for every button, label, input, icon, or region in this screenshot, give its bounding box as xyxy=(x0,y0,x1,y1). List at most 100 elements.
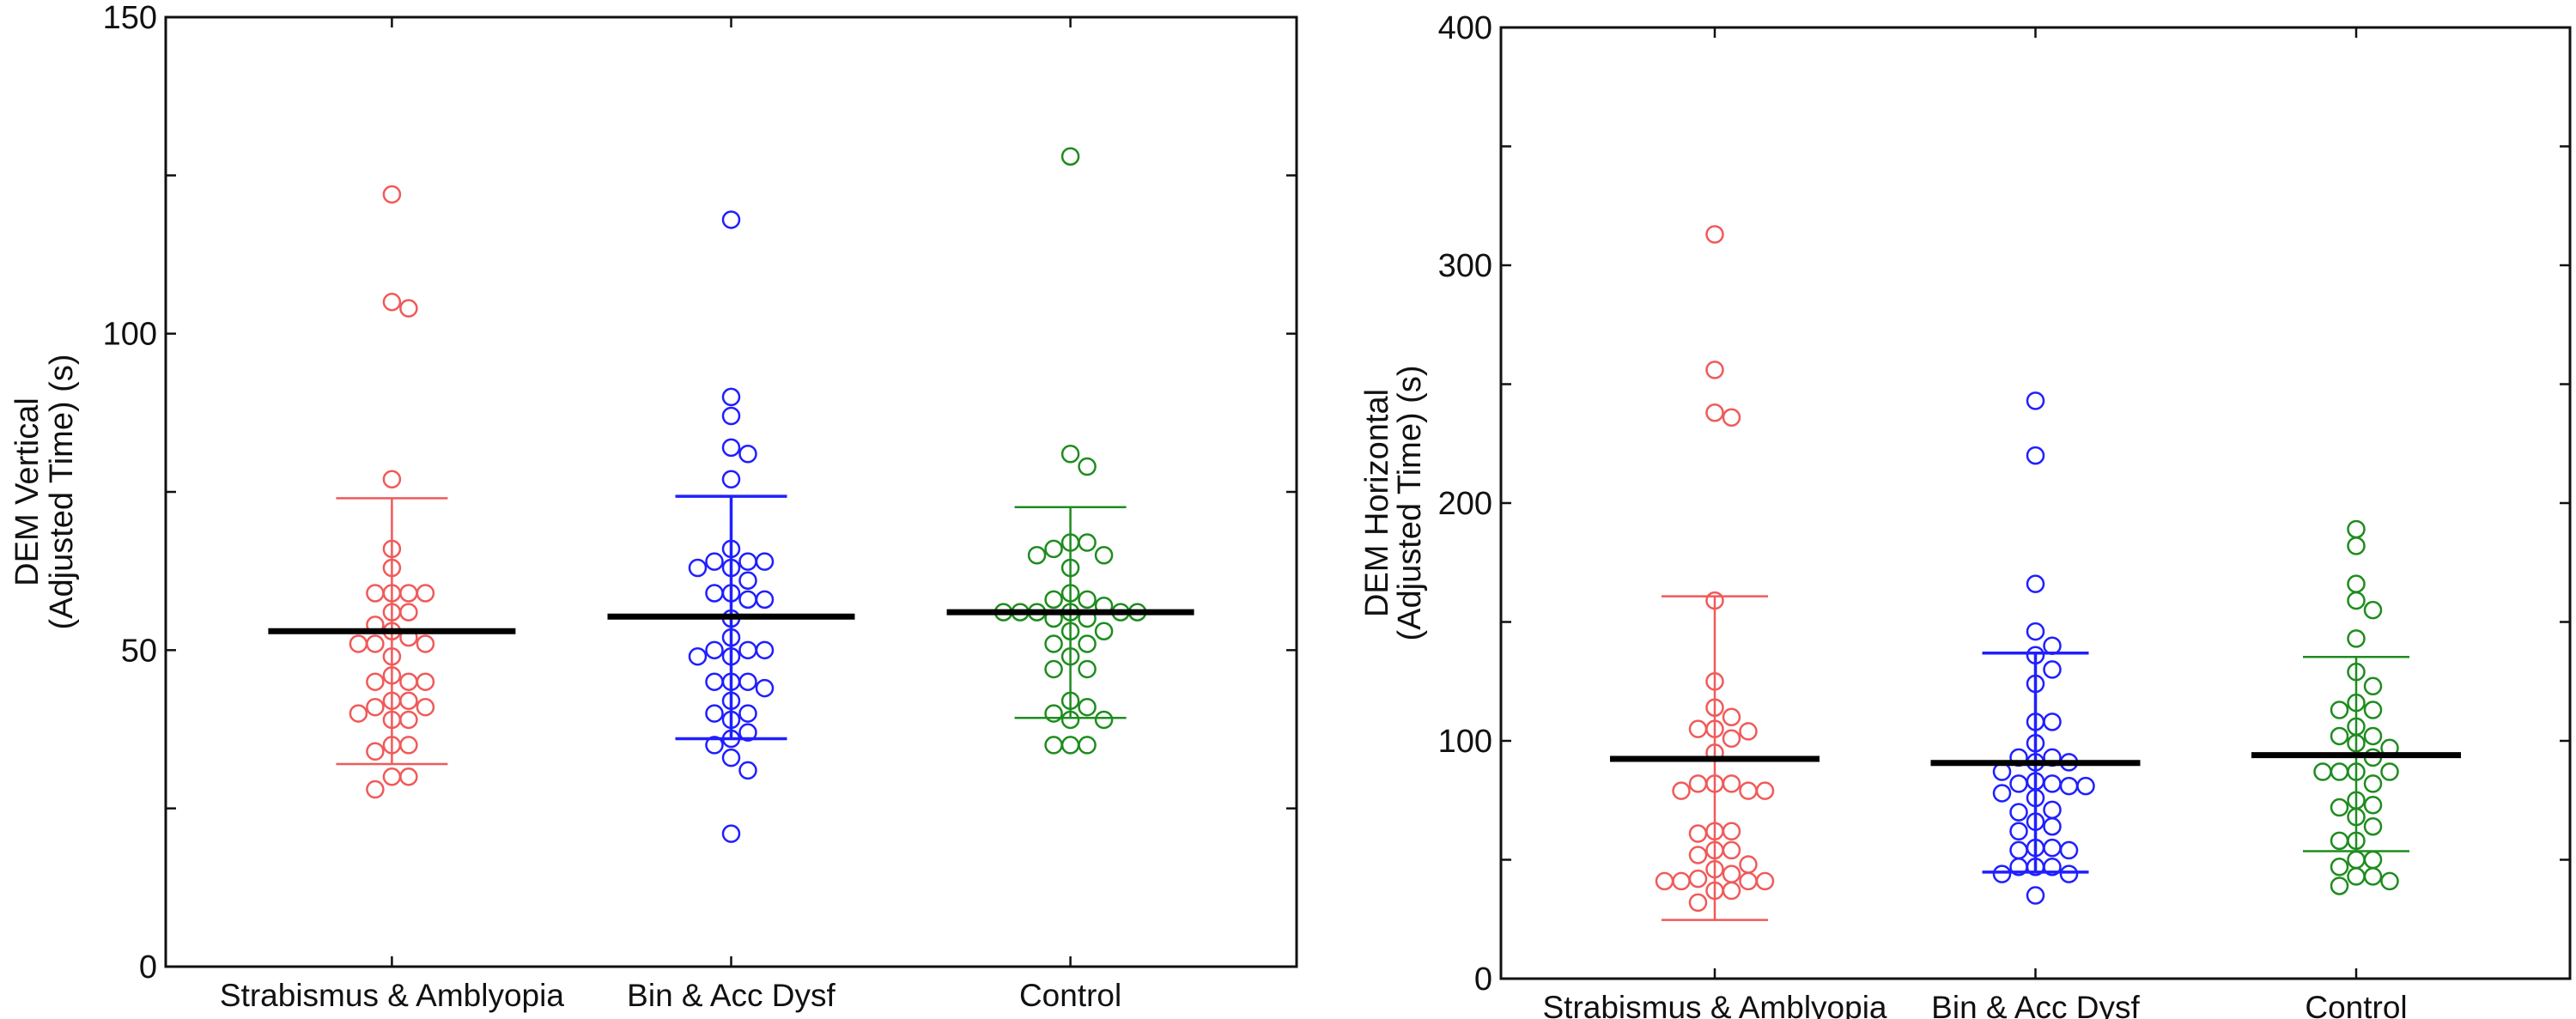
data-point xyxy=(721,470,741,489)
data-point xyxy=(382,470,402,489)
data-point xyxy=(416,697,435,717)
data-point xyxy=(2043,636,2062,655)
data-point xyxy=(382,666,402,685)
data-point xyxy=(2059,776,2079,796)
data-point xyxy=(1655,871,1674,891)
data-point xyxy=(2043,800,2062,820)
data-point xyxy=(399,691,418,711)
data-point xyxy=(705,736,724,755)
chart-1: 0 50 100 150 DEM Vertical(Adjusted Time) (s)… xyxy=(9,0,1298,1013)
series-3 xyxy=(946,147,1194,755)
x-tick-label: Control xyxy=(2305,990,2407,1019)
data-point xyxy=(1078,533,1097,552)
data-point xyxy=(1060,646,1080,666)
data-point xyxy=(721,729,741,749)
data-point xyxy=(721,824,741,843)
y-tick-label: 200 xyxy=(1438,486,1492,522)
data-point xyxy=(2026,574,2045,593)
y-axis-label: (Adjusted Time) (s) xyxy=(44,355,80,630)
data-point xyxy=(1078,634,1097,653)
data-point xyxy=(2009,822,2028,841)
y-tick-label: 0 xyxy=(1474,961,1492,998)
data-point xyxy=(2009,858,2028,876)
data-point xyxy=(382,558,402,578)
data-point xyxy=(1060,584,1080,603)
data-point xyxy=(1060,710,1080,730)
x-tick-label: Control xyxy=(1019,978,1121,1013)
data-point xyxy=(2347,519,2366,539)
data-point xyxy=(2026,674,2045,694)
data-point xyxy=(399,736,418,755)
data-point xyxy=(1688,824,1708,843)
data-point xyxy=(1992,762,2012,781)
data-point xyxy=(688,646,708,666)
data-point xyxy=(2076,776,2095,796)
data-point xyxy=(2363,816,2383,836)
data-point xyxy=(1739,781,1758,800)
data-point xyxy=(705,552,724,571)
data-point xyxy=(2330,798,2349,817)
data-point xyxy=(738,704,757,723)
data-point xyxy=(2026,886,2045,905)
data-point xyxy=(2026,734,2045,753)
data-point xyxy=(2026,446,2045,465)
data-point xyxy=(366,779,385,799)
data-point xyxy=(2380,762,2399,781)
data-point xyxy=(416,672,435,691)
x-tick-label: Bin & Acc Dysf xyxy=(627,978,835,1013)
data-point xyxy=(721,691,741,711)
data-point xyxy=(2347,734,2366,753)
data-point xyxy=(2347,574,2366,593)
data-point xyxy=(2330,726,2349,746)
data-point xyxy=(416,634,435,653)
data-point xyxy=(2330,701,2349,719)
data-point xyxy=(2347,629,2366,648)
data-point xyxy=(366,742,385,761)
data-point xyxy=(1992,864,2012,883)
data-point xyxy=(1705,225,1724,244)
data-point xyxy=(2363,726,2383,746)
data-point xyxy=(366,584,385,603)
data-point xyxy=(2026,812,2045,831)
data-point xyxy=(1705,859,1724,879)
data-point xyxy=(721,628,741,647)
data-point xyxy=(1722,774,1741,793)
data-point xyxy=(382,293,402,312)
data-point xyxy=(1060,558,1080,578)
data-point xyxy=(2043,838,2062,858)
x-tick-label: Bin & Acc Dysf xyxy=(1931,990,2140,1019)
data-point xyxy=(738,761,757,780)
data-point xyxy=(349,704,368,723)
data-point xyxy=(705,584,724,603)
data-point xyxy=(2043,713,2062,731)
data-point xyxy=(1044,659,1063,679)
y-tick-label: 100 xyxy=(103,317,157,353)
data-point xyxy=(2363,676,2383,696)
plot-frame xyxy=(164,15,1298,968)
data-point xyxy=(1705,403,1724,422)
data-point xyxy=(2347,537,2366,555)
data-point xyxy=(1739,722,1758,741)
data-point xyxy=(721,387,741,407)
data-point xyxy=(1688,869,1708,889)
data-point xyxy=(2059,840,2079,860)
data-point xyxy=(721,210,741,229)
data-point xyxy=(2363,796,2383,815)
data-point xyxy=(755,640,775,660)
data-point xyxy=(1044,736,1063,755)
data-point xyxy=(2347,850,2366,870)
data-point xyxy=(1078,457,1097,476)
data-point xyxy=(705,640,724,660)
data-point xyxy=(738,445,757,464)
data-point xyxy=(2380,871,2399,891)
data-point xyxy=(755,678,775,698)
data-point xyxy=(1060,691,1080,711)
data-point xyxy=(1094,545,1114,565)
data-point xyxy=(1739,855,1758,874)
data-point xyxy=(2313,762,2332,781)
data-point xyxy=(399,710,418,730)
data-point xyxy=(1739,871,1758,891)
y-tick-label: 400 xyxy=(1438,10,1492,46)
data-point xyxy=(705,672,724,691)
